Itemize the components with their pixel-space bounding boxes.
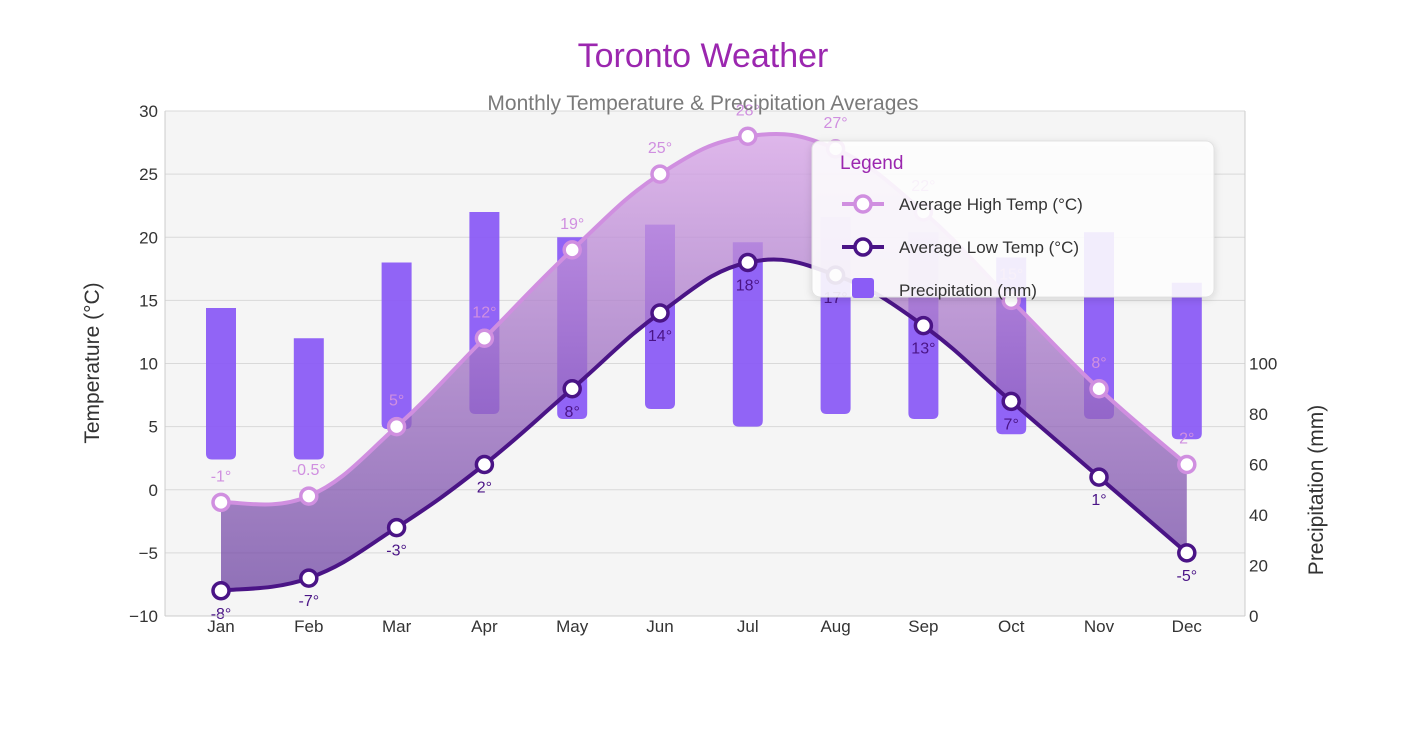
y-right-tick-label: 80 xyxy=(1249,405,1268,424)
y-right-tick-label: 40 xyxy=(1249,506,1268,525)
y-left-tick-label: 15 xyxy=(139,291,158,310)
low-temp-label: -3° xyxy=(386,543,407,560)
x-tick-label: Feb xyxy=(294,617,323,636)
low-temp-point[interactable] xyxy=(1001,391,1021,412)
x-tick-label: Oct xyxy=(998,617,1025,636)
high-temp-label: 27° xyxy=(823,115,847,132)
legend-title: Legend xyxy=(840,153,903,174)
y-left-tick-label: 0 xyxy=(149,481,158,500)
y-left-tick-label: 30 xyxy=(139,102,158,121)
legend-high-marker xyxy=(853,194,873,214)
low-temp-point[interactable] xyxy=(738,252,758,273)
y-left-tick-label: 20 xyxy=(139,228,158,247)
legend-item-precip[interactable]: Precipitation (mm) xyxy=(852,278,1037,300)
low-temp-label: 2° xyxy=(477,480,492,497)
x-tick-label: Jan xyxy=(207,617,234,636)
low-temp-label: 7° xyxy=(1004,416,1019,433)
x-tick-label: May xyxy=(556,617,589,636)
low-temp-label: 14° xyxy=(648,328,672,345)
axes: −10 −5 0 5 10 15 20 25 30 0 20 40 60 80 100 Jan Feb Mar Ap… xyxy=(129,102,1277,636)
legend-label-precip: Precipitation (mm) xyxy=(899,281,1037,300)
high-temp-point[interactable] xyxy=(650,164,670,184)
y-right-tick-label: 100 xyxy=(1249,355,1277,374)
high-temp-label: 25° xyxy=(648,140,672,157)
high-temp-label: -0.5° xyxy=(292,462,326,479)
low-temp-point[interactable] xyxy=(913,315,934,336)
high-temp-point[interactable] xyxy=(474,328,495,348)
x-tick-label: Sep xyxy=(908,617,938,636)
low-temp-point[interactable] xyxy=(211,581,231,601)
y-right-axis-title: Precipitation (mm) xyxy=(1305,405,1328,575)
high-temp-label: -1° xyxy=(211,468,232,485)
low-temp-point[interactable] xyxy=(650,303,670,323)
high-temp-label: 28° xyxy=(736,102,760,119)
y-left-tick-label: 5 xyxy=(149,418,158,437)
high-temp-point[interactable] xyxy=(738,126,758,146)
precipitation-bar[interactable] xyxy=(1171,282,1202,440)
low-temp-label: 1° xyxy=(1091,492,1106,509)
legend-precip-swatch xyxy=(852,278,874,298)
precipitation-bar[interactable] xyxy=(732,242,763,427)
low-temp-label: -7° xyxy=(298,593,319,610)
legend: Legend Average High Temp (°C) Average Lo… xyxy=(811,140,1215,300)
x-tick-label: Jun xyxy=(646,617,673,636)
legend-item-high[interactable]: Average High Temp (°C) xyxy=(842,194,1083,214)
low-temp-point[interactable] xyxy=(299,568,319,588)
legend-label-high: Average High Temp (°C) xyxy=(899,195,1083,214)
low-temp-label: -5° xyxy=(1176,568,1197,585)
x-tick-label: Mar xyxy=(382,617,412,636)
low-temp-point[interactable] xyxy=(1089,467,1109,487)
high-temp-label: 12° xyxy=(472,304,496,321)
y-right-tick-label: 20 xyxy=(1249,557,1268,576)
x-tick-label: Aug xyxy=(820,617,850,636)
x-tick-label: Dec xyxy=(1172,617,1203,636)
low-temp-label: -8° xyxy=(211,606,232,623)
legend-item-low[interactable]: Average Low Temp (°C) xyxy=(842,237,1079,257)
high-temp-point[interactable] xyxy=(386,416,407,437)
y-left-tick-label: −5 xyxy=(139,544,158,563)
high-temp-label: 2° xyxy=(1179,431,1194,448)
low-temp-point[interactable] xyxy=(1177,543,1197,563)
legend-box xyxy=(811,140,1215,298)
y-left-tick-label: 10 xyxy=(139,355,158,374)
y-left-axis-title: Temperature (°C) xyxy=(81,282,104,443)
y-right-tick-label: 60 xyxy=(1249,456,1268,475)
precipitation-bar[interactable] xyxy=(206,307,236,460)
legend-low-marker xyxy=(853,237,873,257)
high-temp-point[interactable] xyxy=(299,486,319,506)
low-temp-label: 13° xyxy=(911,341,935,358)
chart-subtitle: Monthly Temperature & Precipitation Aver… xyxy=(487,92,918,115)
low-temp-label: 18° xyxy=(736,278,760,295)
x-tick-label: Jul xyxy=(737,617,759,636)
y-left-tick-label: −10 xyxy=(129,607,158,626)
x-tick-label: Nov xyxy=(1084,617,1115,636)
low-temp-point[interactable] xyxy=(474,454,495,475)
y-left-tick-label: 25 xyxy=(139,165,158,184)
high-temp-point[interactable] xyxy=(562,240,582,260)
high-temp-point[interactable] xyxy=(1177,454,1197,475)
high-temp-label: 5° xyxy=(389,393,404,410)
high-temp-label: 8° xyxy=(1091,355,1106,372)
y-right-tick-label: 0 xyxy=(1249,607,1258,626)
precipitation-bar[interactable] xyxy=(293,338,324,460)
low-temp-point[interactable] xyxy=(562,379,582,399)
high-temp-label: 19° xyxy=(560,216,584,233)
legend-label-low: Average Low Temp (°C) xyxy=(899,238,1079,257)
high-temp-point[interactable] xyxy=(1089,379,1109,399)
low-temp-label: 8° xyxy=(565,404,580,421)
precipitation-bar[interactable] xyxy=(381,262,412,430)
low-temp-point[interactable] xyxy=(386,517,407,538)
x-tick-label: Apr xyxy=(471,617,498,636)
chart-title: Toronto Weather xyxy=(578,37,829,75)
high-temp-point[interactable] xyxy=(211,492,231,513)
